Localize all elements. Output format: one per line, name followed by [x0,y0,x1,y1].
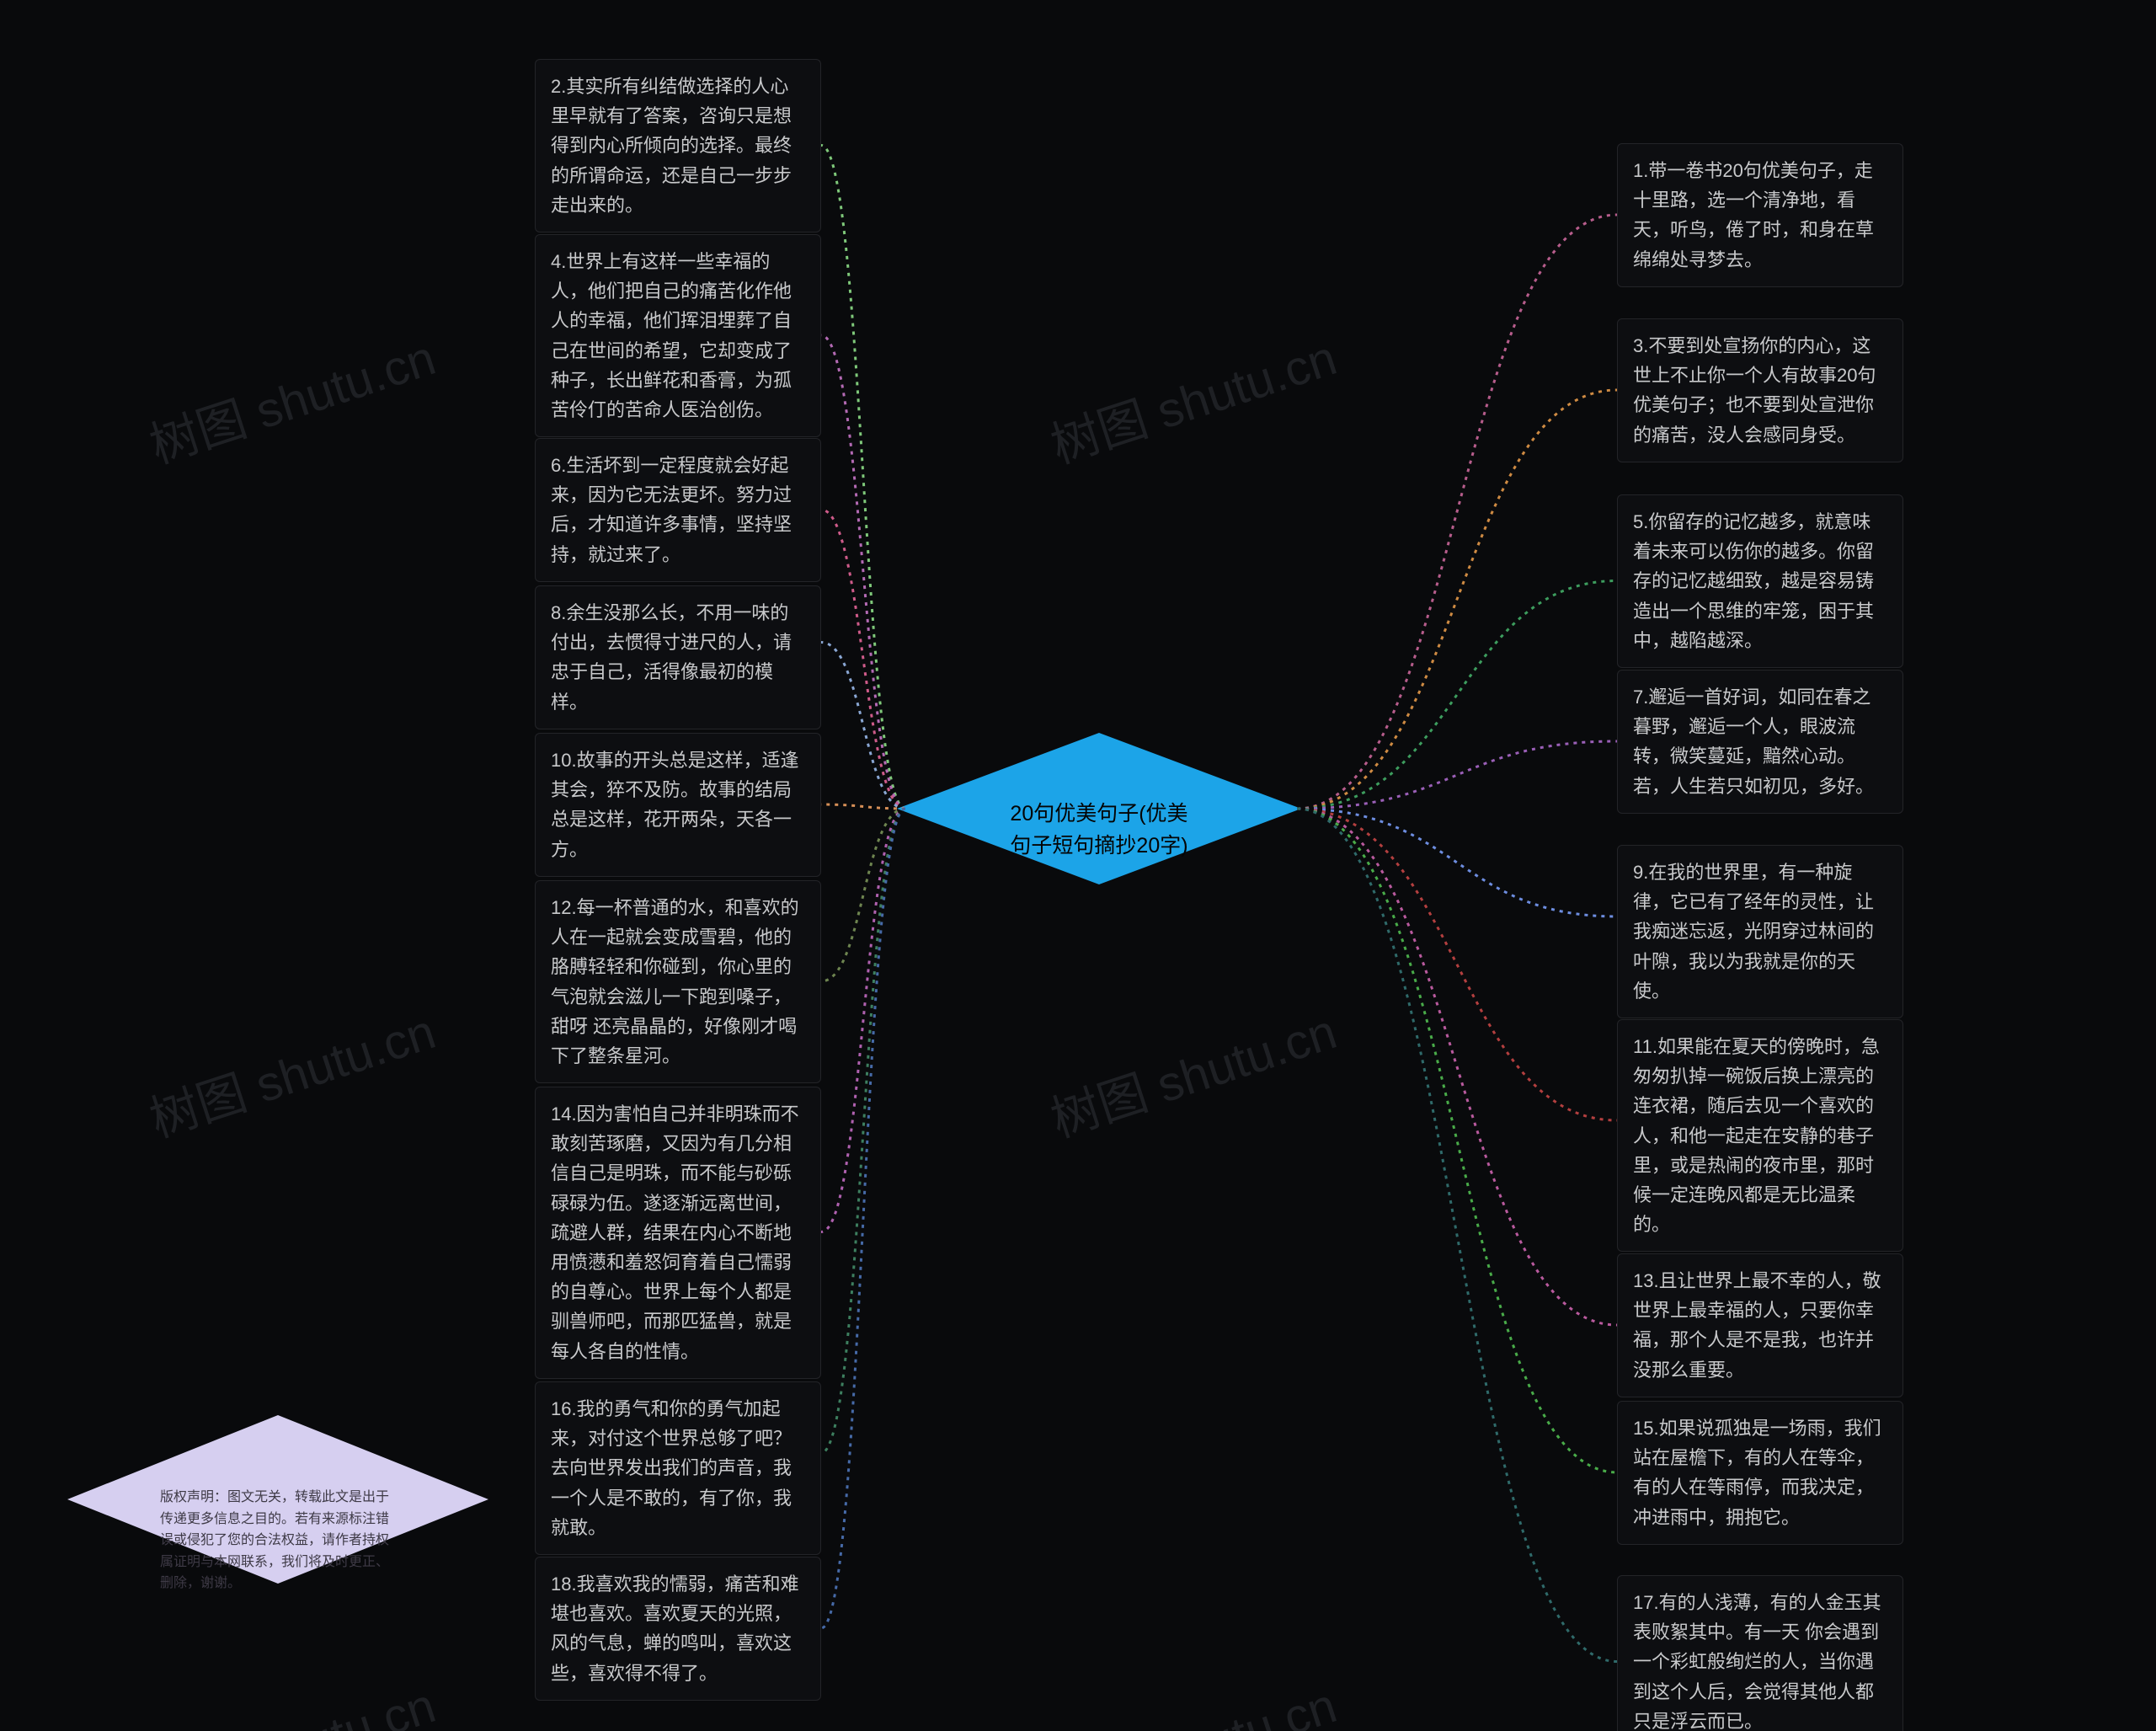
branch-node-n15[interactable]: 15.如果说孤独是一场雨，我们站在屋檐下，有的人在等伞，有的人在等雨停，而我决定… [1617,1401,1903,1545]
copyright-node: 版权声明：图文无关，转载此文是出于传递更多信息之目的。若有来源标注错误或侵犯了您… [118,1453,438,1628]
branch-node-n3[interactable]: 3.不要到处宣扬你的内心，这世上不止你一个人有故事20句优美句子；也不要到处宣泄… [1617,318,1903,462]
branch-node-n18[interactable]: 18.我喜欢我的懦弱，痛苦和难堪也喜欢。喜欢夏天的光照，风的气息，蝉的鸣叫，喜欢… [535,1557,821,1701]
mindmap-canvas: 树图 shutu.cn树图 shutu.cn树图 shutu.cn树图 shut… [0,0,2156,1731]
branch-node-n13[interactable]: 13.且让世界上最不幸的人，敬世界上最幸福的人，只要你幸福，那个人是不是我，也许… [1617,1253,1903,1397]
branch-node-n7[interactable]: 7.邂逅一首好词，如同在春之暮野，邂逅一个人，眼波流转，微笑蔓延，黯然心动。若，… [1617,670,1903,814]
branch-node-n8[interactable]: 8.余生没那么长，不用一味的付出，去惯得寸进尺的人，请忠于自己，活得像最初的模样… [535,585,821,729]
connector [1297,215,1617,809]
connector [821,809,905,1232]
branch-node-n10[interactable]: 10.故事的开头总是这样，适逢其会，猝不及防。故事的结局总是这样，花开两朵，天各… [535,733,821,877]
connector [821,804,905,809]
branch-node-n1[interactable]: 1.带一卷书20句优美句子，走十里路，选一个清净地，看天，听鸟，倦了时，和身在草… [1617,143,1903,287]
connector [1297,390,1617,809]
connector [1297,809,1617,1120]
connector [1297,741,1617,809]
branch-node-n6[interactable]: 6.生活坏到一定程度就会好起来，因为它无法更坏。努力过后，才知道许多事情，坚持坚… [535,438,821,582]
connector [821,809,905,1453]
connector [821,809,905,981]
branch-node-n17[interactable]: 17.有的人浅薄，有的人金玉其表败絮其中。有一天 你会遇到一个彩虹般绚烂的人，当… [1617,1575,1903,1731]
branch-node-n16[interactable]: 16.我的勇气和你的勇气加起来，对付这个世界总够了吧？去向世界发出我们的声音，我… [535,1381,821,1555]
branch-node-n12[interactable]: 12.每一杯普通的水，和喜欢的人在一起就会变成雪碧，他的胳膊轻轻和你碰到，你心里… [535,880,821,1083]
connector [1297,581,1617,809]
branch-node-n14[interactable]: 14.因为害怕自己并非明珠而不敢刻苦琢磨，又因为有几分相信自己是明珠，而不能与砂… [535,1087,821,1379]
connector [1297,809,1617,1662]
connector [821,510,905,809]
branch-node-n5[interactable]: 5.你留存的记忆越多，就意味着未来可以伤你的越多。你留存的记忆越细致，越是容易铸… [1617,494,1903,668]
root-node[interactable]: 20句优美句子(优美句子短句摘抄20字) [943,773,1255,887]
connector [821,809,905,1628]
branch-node-n2[interactable]: 2.其实所有纠结做选择的人心里早就有了答案，咨询只是想得到内心所倾向的选择。最终… [535,59,821,232]
branch-node-n4[interactable]: 4.世界上有这样一些幸福的人，他们把自己的痛苦化作他人的幸福，他们挥泪埋葬了自己… [535,234,821,437]
connector [821,335,905,809]
connector [1297,809,1617,916]
connector [1297,809,1617,1472]
branch-node-n11[interactable]: 11.如果能在夏天的傍晚时，急匆匆扒掉一碗饭后换上漂亮的连衣裙，随后去见一个喜欢… [1617,1019,1903,1252]
connector [821,146,905,809]
branch-node-n9[interactable]: 9.在我的世界里，有一种旋律，它已有了经年的灵性，让我痴迷忘返，光阴穿过林间的叶… [1617,845,1903,1018]
connector [1297,809,1617,1325]
